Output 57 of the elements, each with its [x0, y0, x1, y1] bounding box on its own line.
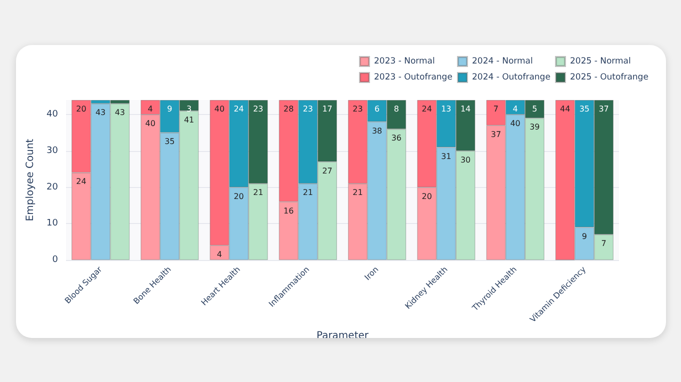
data-label: 23: [302, 104, 314, 114]
data-label: 24: [234, 104, 244, 114]
data-label: 43: [114, 108, 126, 118]
data-label: 41: [184, 115, 194, 124]
legend-label: 2023 - Outofrange: [374, 72, 452, 82]
data-label: 30: [460, 155, 471, 164]
data-label: 23: [352, 104, 363, 114]
data-label: 21: [352, 188, 363, 198]
data-label: 4: [512, 104, 518, 114]
data-label: 20: [76, 104, 86, 114]
data-label: 44: [560, 104, 570, 114]
data-label: 20: [422, 192, 432, 201]
data-label: 38: [372, 126, 382, 136]
data-label: 39: [530, 122, 540, 132]
data-label: 24: [422, 104, 432, 114]
data-label: 4: [148, 104, 153, 114]
data-label: 21: [253, 188, 264, 198]
data-label: 24: [76, 177, 86, 186]
legend-label: 2024 - Outofrange: [472, 72, 550, 82]
data-label: 43: [95, 108, 106, 118]
data-label: 4: [216, 250, 222, 259]
data-label: 37: [490, 130, 502, 139]
y-tick-label: 0: [52, 255, 58, 265]
data-label: 28: [283, 104, 294, 114]
data-label: 31: [441, 152, 452, 161]
y-tick-label: 10: [46, 218, 58, 229]
data-label: 7: [601, 239, 606, 248]
data-label: 23: [253, 104, 264, 114]
legend-label: 2025 - Outofrange: [570, 72, 648, 82]
data-label: 5: [532, 104, 538, 114]
data-label: 20: [234, 192, 244, 201]
data-label: 14: [460, 104, 471, 114]
y-tick-label: 40: [46, 110, 58, 120]
y-tick-label: 20: [46, 182, 58, 192]
data-label: 40: [510, 119, 520, 128]
data-label: 7: [493, 104, 499, 114]
legend-label: 2024 - Normal: [472, 56, 533, 66]
data-label: 17: [322, 104, 332, 114]
y-tick-label: 30: [46, 146, 58, 156]
data-label: 40: [145, 119, 156, 128]
data-label: 40: [214, 104, 225, 114]
data-label: 8: [394, 104, 399, 114]
legend-label: 2023 - Normal: [374, 56, 435, 66]
data-label: 35: [164, 137, 175, 146]
data-label: 37: [598, 104, 609, 114]
x-tick-label: Iron: [362, 264, 380, 282]
data-label: 13: [441, 104, 452, 114]
data-label: 27: [322, 166, 332, 176]
y-axis-title: Employee Count: [25, 138, 36, 222]
data-label: 9: [167, 104, 172, 114]
data-label: 21: [302, 188, 314, 198]
data-label: 35: [579, 104, 590, 114]
data-label: 9: [582, 232, 587, 241]
data-label: 16: [283, 206, 294, 216]
data-label: 36: [391, 134, 402, 143]
legend-label: 2025 - Normal: [570, 56, 631, 66]
data-label: 6: [374, 104, 380, 114]
